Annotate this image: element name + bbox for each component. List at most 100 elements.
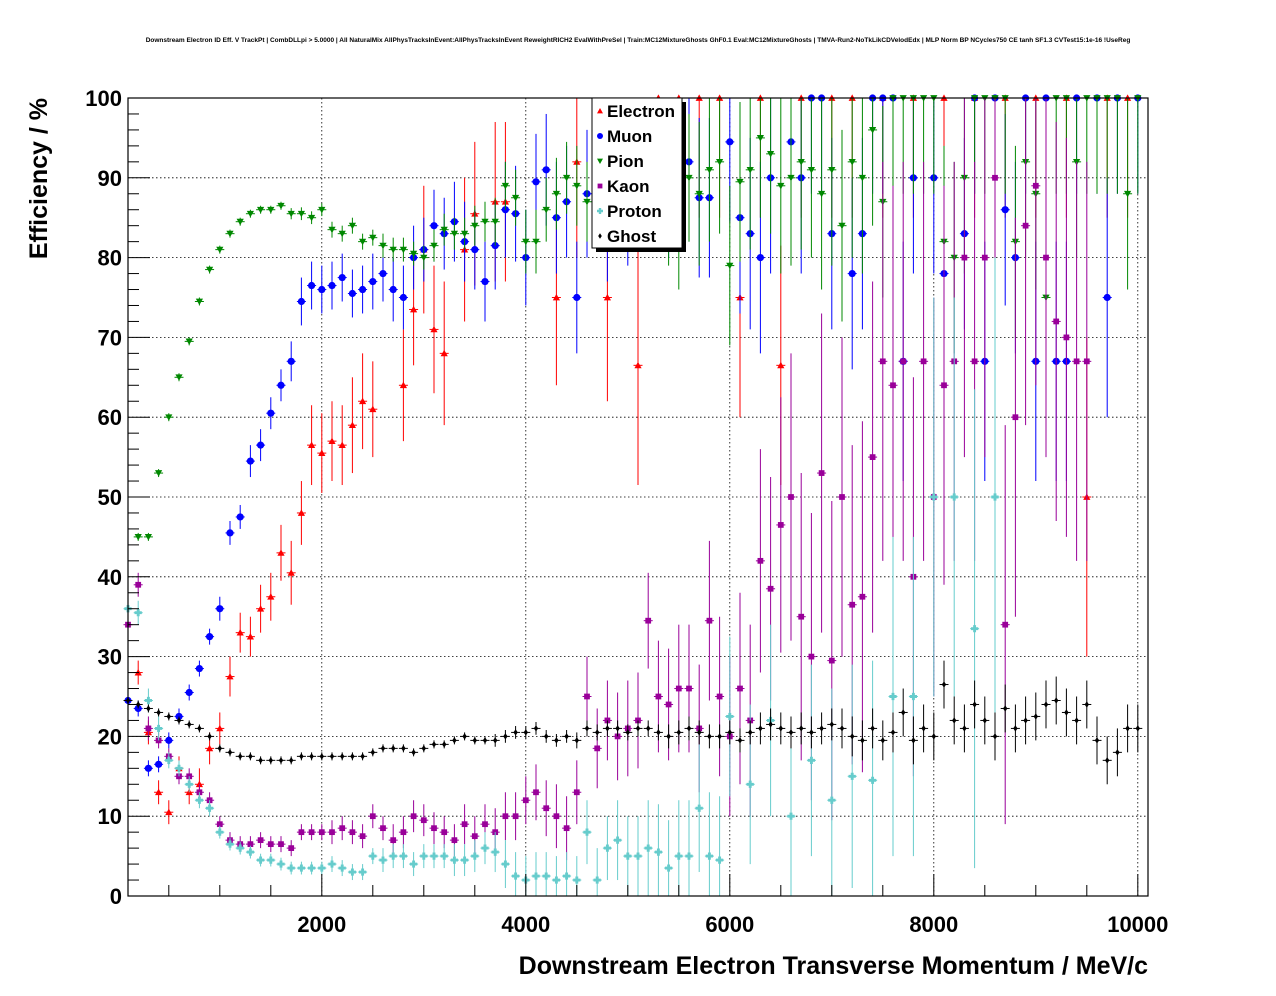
pion-point <box>797 158 805 166</box>
muon-point <box>206 633 214 641</box>
ghost-point <box>717 733 722 740</box>
electron-point <box>257 605 265 612</box>
proton-point <box>359 868 367 876</box>
ghost-point <box>1013 725 1018 732</box>
proton-point <box>807 756 815 764</box>
muon-point <box>542 166 550 174</box>
muon-point <box>165 736 173 744</box>
pion-point <box>838 222 846 230</box>
muon-point <box>297 297 305 306</box>
muon-point <box>481 277 489 286</box>
proton-point <box>716 856 724 864</box>
pion-point <box>471 222 479 230</box>
tick-labels: 2000 4000 6000 8000 10000 0 10 20 30 40 50 60 70 80 90… <box>85 86 1168 937</box>
series-proton <box>123 257 1000 896</box>
electron-point <box>634 361 642 369</box>
kaon-point <box>420 817 427 824</box>
ghost-point <box>166 713 171 720</box>
pion-point <box>787 174 795 182</box>
ghost-point <box>656 729 661 736</box>
kaon-point <box>879 358 886 365</box>
pion-point <box>858 174 866 182</box>
pion-point <box>746 166 754 174</box>
ghost-point <box>248 753 253 760</box>
muon-point <box>267 409 275 417</box>
pion-point <box>359 238 367 246</box>
proton-point <box>481 844 489 852</box>
muon-point <box>195 664 203 673</box>
kaon-point <box>400 829 407 836</box>
proton-point <box>624 852 632 860</box>
kaon-point <box>767 585 774 592</box>
y-tick-label: 60 <box>98 405 122 430</box>
ghost-point <box>1084 701 1089 708</box>
legend-label-muon: Muon <box>607 127 652 146</box>
kaon-point <box>1073 358 1080 365</box>
ghost-point <box>544 733 549 740</box>
pion-point <box>369 234 377 242</box>
legend-marker-kaon <box>597 183 603 189</box>
ghost-point <box>1064 709 1069 716</box>
proton-point <box>440 852 448 860</box>
pion-point <box>267 206 275 214</box>
proton-point <box>563 872 571 880</box>
pion-point <box>736 178 744 186</box>
pion-point <box>389 246 397 254</box>
proton-point <box>552 876 560 884</box>
kaon-point <box>278 841 284 848</box>
ghost-point <box>819 725 824 732</box>
proton-point <box>155 724 163 733</box>
proton-point <box>226 840 234 848</box>
ghost-point <box>890 729 896 736</box>
kaon-point <box>920 358 927 365</box>
electron-point <box>308 441 316 449</box>
ghost-point <box>901 709 906 716</box>
ghost-point <box>431 741 437 748</box>
ghost-point <box>564 733 569 740</box>
pion-point <box>767 150 775 158</box>
proton-point <box>338 864 346 872</box>
pion-point <box>297 210 305 218</box>
ghost-point <box>778 725 783 732</box>
proton-point <box>328 860 336 868</box>
y-tick-label: 0 <box>110 884 122 909</box>
electron-point <box>348 421 356 429</box>
pion-point <box>236 218 244 226</box>
pion-point <box>338 230 346 238</box>
pion-point <box>512 194 520 202</box>
y-tick-label: 40 <box>98 565 122 590</box>
ghost-point <box>1054 697 1059 704</box>
ghost-point <box>758 725 763 732</box>
muon-point <box>359 285 367 294</box>
y-tick-label: 100 <box>85 86 122 111</box>
ghost-point <box>513 729 518 736</box>
muon-point <box>308 281 316 290</box>
ghost-point <box>493 737 498 744</box>
ghost-point <box>880 737 885 744</box>
proton-point <box>705 852 713 860</box>
proton-point <box>573 876 581 884</box>
kaon-point <box>512 813 519 820</box>
ghost-point <box>227 749 233 756</box>
proton-point <box>267 856 275 864</box>
ghost-point <box>768 721 773 728</box>
muon-point <box>430 222 438 230</box>
kaon-point <box>1002 621 1009 628</box>
ghost-point <box>523 729 528 736</box>
kaon-point <box>584 693 590 700</box>
ghost-point <box>1033 713 1038 720</box>
pion-point <box>277 202 285 210</box>
ghost-point <box>676 729 681 736</box>
pion-point <box>185 338 193 345</box>
proton-point <box>675 852 683 860</box>
proton-point <box>165 756 173 764</box>
electron-point <box>399 381 407 389</box>
pion-point <box>450 230 458 238</box>
pion-point <box>226 230 234 238</box>
kaon-point <box>686 685 692 692</box>
ghost-point <box>1023 717 1028 724</box>
pion-point <box>195 298 203 306</box>
pion-point <box>328 226 336 234</box>
kaon-point <box>737 685 743 692</box>
